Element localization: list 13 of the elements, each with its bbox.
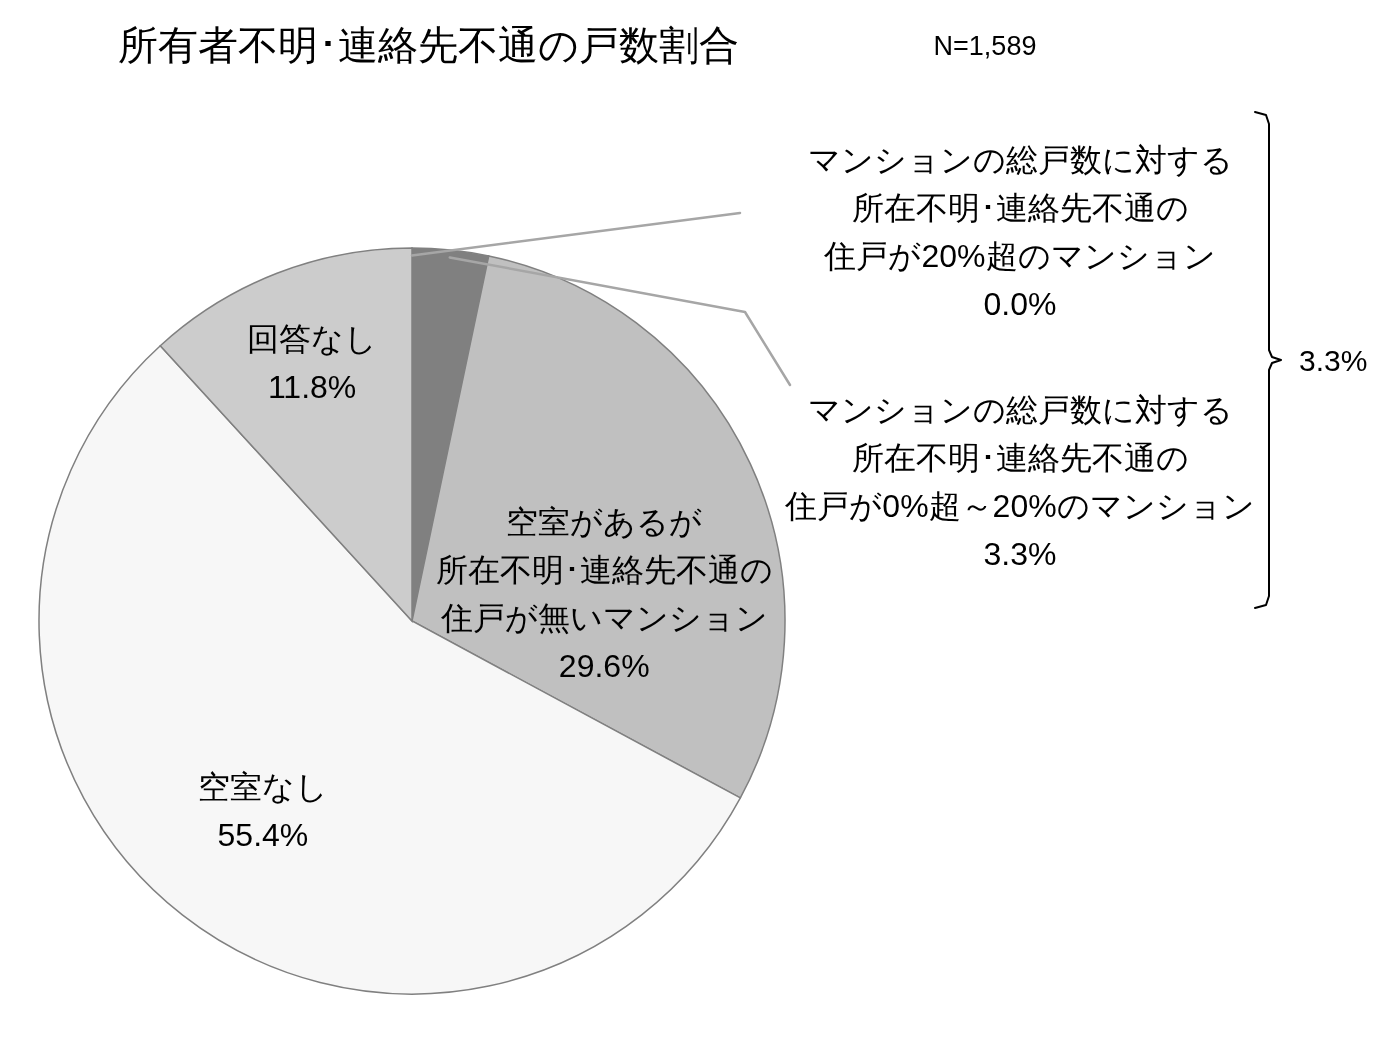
chart-subtitle: N=1,589 bbox=[933, 31, 1037, 61]
data-label: 3.3% bbox=[983, 536, 1057, 572]
text: 0.0% bbox=[983, 286, 1057, 322]
text: 3.3% bbox=[1299, 344, 1368, 377]
slice-label: 空室なし bbox=[197, 769, 328, 806]
chart-title: 所有者不明･連絡先不通の戸数割合 bbox=[118, 23, 739, 67]
data-label: 11.8% bbox=[267, 368, 357, 405]
data-label: 29.6% bbox=[558, 647, 650, 684]
slice-label: 空室があるが所在不明･連絡先不通の住戸が無いマンション bbox=[435, 503, 773, 636]
slice-label: 回答なし bbox=[247, 320, 378, 357]
category-label: マンションの総戸数に対する所在不明･連絡先不通の住戸が20%超のマンション bbox=[807, 142, 1233, 274]
slice-label: マンションの総戸数に対する所在不明･連絡先不通の住戸が0%超～20%のマンション bbox=[784, 392, 1255, 524]
data-label: 55.4% bbox=[217, 817, 309, 854]
